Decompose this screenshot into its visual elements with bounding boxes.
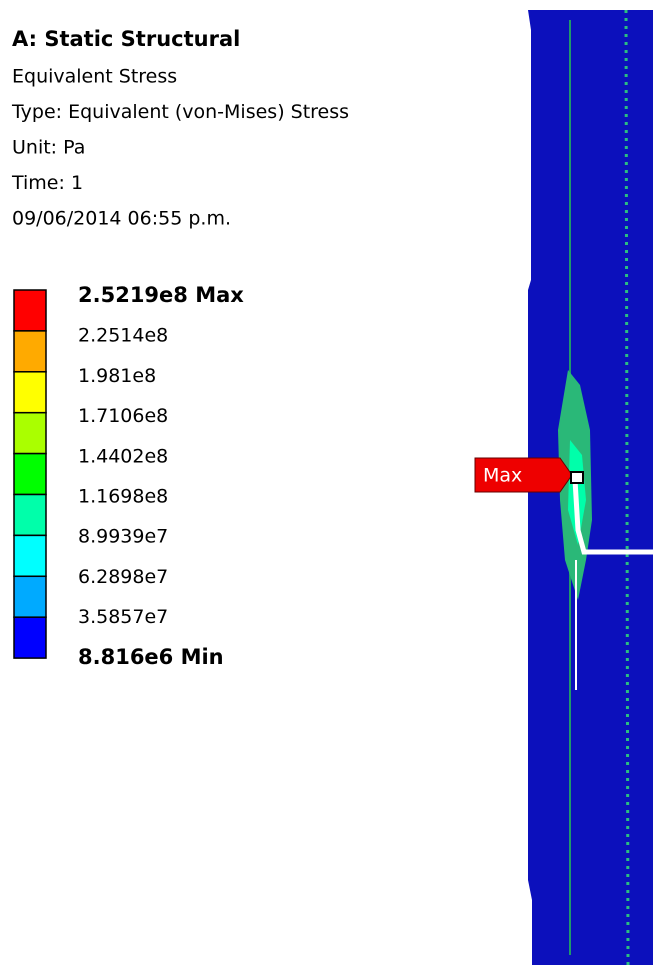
legend-label: 8.816e6 Min xyxy=(78,645,224,669)
legend-band xyxy=(14,290,46,331)
legend-label: 3.5857e7 xyxy=(78,606,168,628)
header-line: Unit: Pa xyxy=(12,137,85,159)
legend-label: 2.2514e8 xyxy=(78,325,168,347)
legend-band xyxy=(14,372,46,413)
header-lines: Equivalent Stress Type: Equivalent (von-M… xyxy=(11,66,349,230)
legend-band xyxy=(14,495,46,536)
legend-band xyxy=(14,454,46,495)
legend-label: 8.9939e7 xyxy=(78,526,168,548)
legend-label: 1.1698e8 xyxy=(78,486,168,508)
legend-band xyxy=(14,576,46,617)
legend-band xyxy=(14,617,46,658)
header-line: Type: Equivalent (von-Mises) Stress xyxy=(11,101,349,123)
legend-band xyxy=(14,331,46,372)
legend-band xyxy=(14,413,46,454)
header-line: 09/06/2014 06:55 p.m. xyxy=(12,208,231,230)
legend-label: 6.2898e7 xyxy=(78,566,168,588)
legend-label: 1.7106e8 xyxy=(78,405,168,427)
legend: 2.5219e8 Max 2.2514e8 1.981e8 1.7106e8 1.440… xyxy=(14,283,244,669)
legend-label: 1.981e8 xyxy=(78,365,156,387)
header-line: Time: 1 xyxy=(11,172,83,194)
max-flag-label: Max xyxy=(483,465,522,487)
legend-label: 2.5219e8 Max xyxy=(78,283,244,307)
max-point xyxy=(571,472,583,483)
title: A: Static Structural xyxy=(12,27,240,51)
screen: A: Static Structural Equivalent Stress Ty… xyxy=(0,0,653,971)
legend-label: 1.4402e8 xyxy=(78,445,168,467)
legend-band xyxy=(14,535,46,576)
model-view: Max xyxy=(475,10,653,965)
header-line: Equivalent Stress xyxy=(12,66,177,88)
